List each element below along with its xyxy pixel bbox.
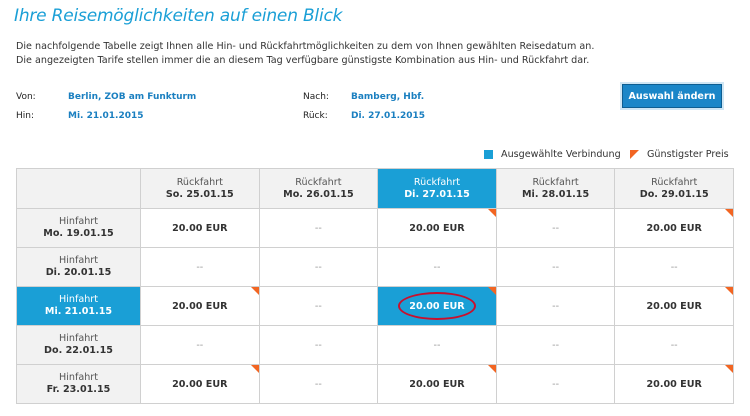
fare-cell: -- [495, 208, 616, 248]
fare-value: 20.00 EUR [172, 300, 228, 312]
row-date: Mi. 21.01.15 [44, 306, 113, 317]
row-date: Fr. 23.01.15 [46, 384, 111, 395]
fare-cell: -- [258, 325, 379, 365]
highlight-circle [397, 292, 476, 320]
from-label: Von: [16, 92, 36, 102]
return-column-header[interactable]: Rückfahrt Mi. 28.01.15 [495, 168, 616, 209]
row-label: Hinfahrt [58, 333, 98, 344]
fare-cell[interactable]: 20.00 EUR [614, 286, 734, 326]
table-row: Hinfahrt Do. 22.01.15 -- -- -- -- -- [16, 325, 734, 365]
legend-cheapest: Günstigster Preis [630, 149, 729, 160]
fare-cell: -- [377, 325, 497, 365]
column-date: Mo. 26.01.15 [283, 188, 354, 200]
outbound-row-header[interactable]: Hinfahrt Di. 20.01.15 [16, 247, 141, 287]
outbound-label: Hin: [16, 111, 35, 121]
return-column-header[interactable]: Rückfahrt So. 25.01.15 [140, 168, 260, 209]
column-label: Rückfahrt [413, 176, 461, 188]
corner-cell [16, 168, 141, 209]
legend-cheapest-label: Günstigster Preis [647, 149, 729, 160]
cheapest-flag-icon [725, 209, 733, 217]
intro-text: Die nachfolgende Tabelle zeigt Ihnen all… [16, 40, 594, 68]
row-date: Di. 20.01.15 [45, 267, 112, 278]
to-label: Nach: [303, 92, 329, 102]
legend-selected: Ausgewählte Verbindung [484, 149, 621, 160]
to-value: Bamberg, Hbf. [351, 92, 425, 102]
return-column-header[interactable]: Rückfahrt Mo. 26.01.15 [258, 168, 379, 209]
fare-cell[interactable]: 20.00 EUR [140, 208, 260, 248]
return-column-header[interactable]: Rückfahrt Do. 29.01.15 [614, 168, 734, 209]
fare-cell: -- [495, 325, 616, 365]
fare-cell: -- [140, 247, 260, 287]
fare-cell: -- [140, 325, 260, 365]
fare-cell[interactable]: 20.00 EUR [614, 208, 734, 248]
selected-swatch-icon [484, 150, 493, 159]
return-label: Rück: [303, 111, 328, 121]
row-date: Mo. 19.01.15 [43, 228, 114, 239]
column-label: Rückfahrt [176, 176, 223, 188]
fare-value: 20.00 EUR [646, 378, 702, 390]
fare-cell: -- [258, 364, 379, 404]
fare-cell: -- [614, 247, 734, 287]
page-title: Ihre Reisemöglichkeiten auf einen Blick [14, 6, 343, 26]
table-row: Hinfahrt Mo. 19.01.15 20.00 EUR -- 20.00 … [16, 208, 734, 248]
fare-value: 20.00 EUR [646, 300, 702, 312]
fare-cell: -- [258, 286, 379, 326]
row-label: Hinfahrt [58, 372, 98, 383]
row-label: Hinfahrt [58, 255, 98, 266]
outbound-value: Mi. 21.01.2015 [68, 111, 144, 121]
fare-cell: -- [377, 247, 497, 287]
column-label: Rückfahrt [532, 176, 579, 188]
fare-matrix: Rückfahrt So. 25.01.15 Rückfahrt Mo. 26.01… [16, 168, 734, 404]
fare-cell[interactable]: 20.00 EUR [614, 364, 734, 404]
fare-cell[interactable]: 20.00 EUR [140, 364, 260, 404]
column-date: Di. 27.01.15 [404, 188, 470, 200]
cheapest-flag-icon [487, 209, 496, 217]
fare-cell[interactable]: 20.00 EUR [377, 364, 497, 404]
fare-cell: -- [495, 247, 616, 287]
column-label: Rückfahrt [295, 176, 342, 188]
from-value: Berlin, ZOB am Funkturm [68, 92, 197, 102]
legend-selected-label: Ausgewählte Verbindung [501, 149, 621, 160]
outbound-row-header[interactable]: Hinfahrt Do. 22.01.15 [16, 325, 141, 365]
cheapest-flag-icon [630, 150, 639, 159]
column-date: Do. 29.01.15 [639, 188, 709, 200]
fare-cell: -- [258, 247, 379, 287]
fare-value: 20.00 EUR [172, 378, 228, 390]
header-row: Rückfahrt So. 25.01.15 Rückfahrt Mo. 26.01… [16, 168, 734, 209]
cheapest-flag-icon [725, 287, 733, 295]
column-label: Rückfahrt [651, 176, 698, 188]
cheapest-flag-icon [487, 287, 496, 295]
fare-value: 20.00 EUR [409, 222, 465, 234]
fare-cell[interactable]: 20.00 EUR [377, 208, 497, 248]
cheapest-flag-icon [487, 365, 496, 373]
fare-cell: -- [495, 364, 616, 404]
cheapest-flag-icon [250, 287, 259, 295]
fare-cell[interactable]: 20.00 EUR [140, 286, 260, 326]
row-label: Hinfahrt [58, 294, 98, 305]
return-value: Di. 27.01.2015 [351, 111, 426, 121]
fare-cell: -- [258, 208, 379, 248]
intro-line-1: Die nachfolgende Tabelle zeigt Ihnen all… [16, 41, 595, 52]
row-label: Hinfahrt [58, 216, 98, 227]
column-date: Mi. 28.01.15 [521, 188, 590, 200]
selected-fare-cell[interactable]: 20.00 EUR [377, 286, 497, 326]
fare-value: 20.00 EUR [646, 222, 702, 234]
table-row: Hinfahrt Fr. 23.01.15 20.00 EUR -- 20.00 … [16, 364, 734, 404]
intro-line-2: Die angezeigten Tarife stellen immer die… [16, 55, 590, 66]
column-date: So. 25.01.15 [165, 188, 234, 200]
outbound-row-header[interactable]: Hinfahrt Mo. 19.01.15 [16, 208, 141, 248]
change-selection-button[interactable]: Auswahl ändern [622, 84, 722, 108]
return-column-header-selected[interactable]: Rückfahrt Di. 27.01.15 [377, 168, 497, 209]
row-date: Do. 22.01.15 [44, 345, 113, 356]
table-row-selected: Hinfahrt Mi. 21.01.15 20.00 EUR -- 20.00 … [16, 286, 734, 326]
outbound-row-header-selected[interactable]: Hinfahrt Mi. 21.01.15 [16, 286, 141, 326]
table-row: Hinfahrt Di. 20.01.15 -- -- -- -- -- [16, 247, 734, 287]
fare-cell: -- [614, 325, 734, 365]
cheapest-flag-icon [725, 365, 733, 373]
fare-cell: -- [495, 286, 616, 326]
outbound-row-header[interactable]: Hinfahrt Fr. 23.01.15 [16, 364, 141, 404]
cheapest-flag-icon [250, 365, 259, 373]
fare-value: 20.00 EUR [409, 378, 465, 390]
